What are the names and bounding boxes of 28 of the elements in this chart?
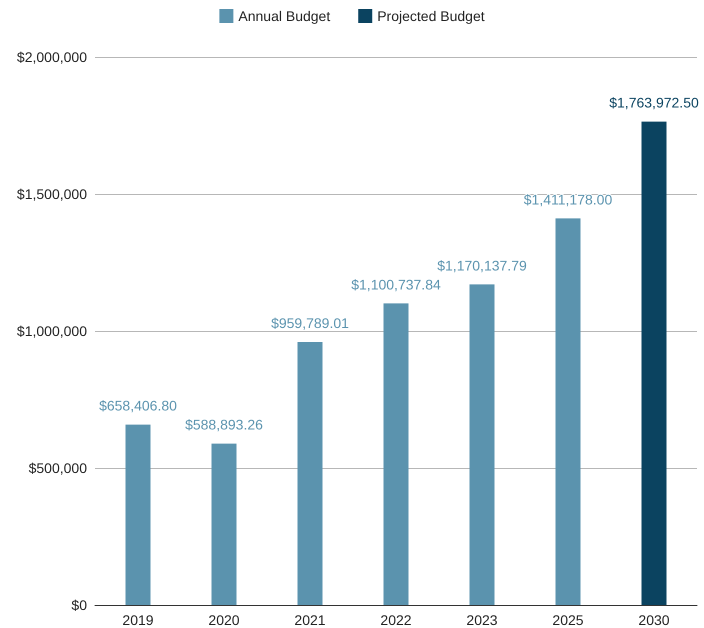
- bar: [384, 303, 408, 605]
- y-tick-label: $500,000: [28, 460, 88, 476]
- x-tick-label: 2022: [380, 612, 412, 628]
- bar: [470, 284, 494, 605]
- data-label: $1,170,137.79: [437, 257, 527, 274]
- y-tick-label: $0: [71, 597, 88, 613]
- bar: [642, 122, 666, 605]
- data-label: $588,893.26: [185, 416, 264, 433]
- x-tick-label: 2023: [466, 612, 498, 628]
- x-tick-label: 2021: [294, 612, 326, 628]
- x-tick-label: 2025: [552, 612, 584, 628]
- data-label: $1,763,972.50: [609, 94, 699, 111]
- bar: [126, 424, 150, 605]
- y-tick-label: $2,000,000: [16, 49, 88, 65]
- data-label: $658,406.80: [99, 398, 178, 414]
- y-tick-label: $1,500,000: [16, 186, 88, 202]
- bar: [556, 218, 580, 605]
- x-tick-label: 2019: [122, 612, 154, 628]
- data-label: $1,100,737.84: [351, 276, 441, 292]
- data-label: $1,411,178.00: [524, 191, 612, 208]
- data-label: $959,789.01: [271, 315, 350, 332]
- bar: [212, 444, 236, 605]
- legend-label: Annual Budget: [238, 8, 330, 24]
- legend-label: Projected Budget: [377, 8, 485, 24]
- y-tick-label: $1,000,000: [16, 323, 88, 339]
- x-tick-label: 2030: [638, 612, 670, 628]
- x-tick-label: 2020: [208, 612, 240, 628]
- bar: [298, 342, 322, 605]
